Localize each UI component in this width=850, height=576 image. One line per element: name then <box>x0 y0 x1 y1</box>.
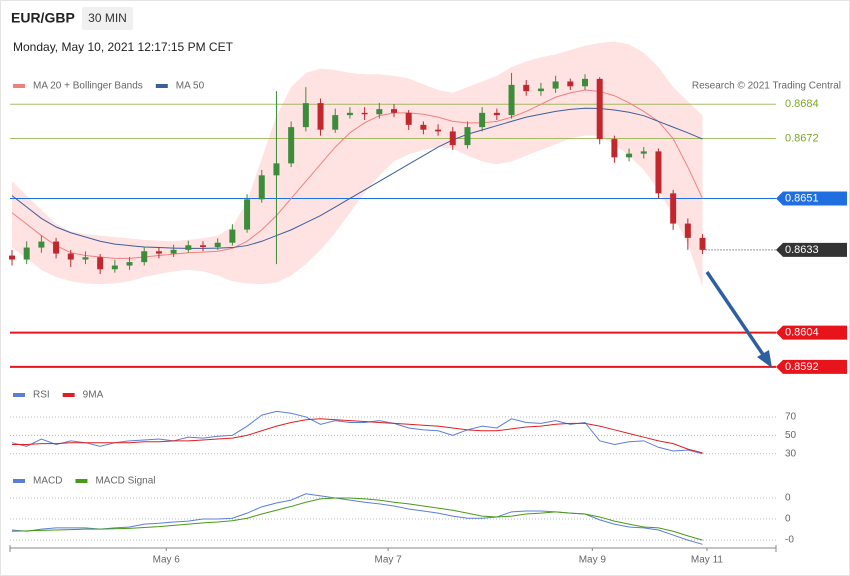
candle-body <box>258 175 265 200</box>
candle-body <box>670 193 677 224</box>
level-label: 0.8672 <box>785 132 819 144</box>
y-tick-label: 50 <box>785 430 797 441</box>
candle-body <box>391 109 397 113</box>
series-line <box>11 497 703 541</box>
candle-body <box>170 249 177 254</box>
candle-body <box>111 265 118 270</box>
candle-body <box>435 129 442 132</box>
candle-body <box>126 262 133 266</box>
y-tick-label: -0 <box>785 535 794 546</box>
x-tick-label: May 11 <box>691 555 723 566</box>
candle-body <box>567 81 574 87</box>
plot-layer: 0.8684 0.8672 0.8651 0.8633 0.8604 0.8592 MA 2… <box>9 41 847 566</box>
candle-body <box>626 153 633 158</box>
candle-body <box>596 78 603 140</box>
arrow-shaft <box>705 271 766 357</box>
candle-body <box>479 112 486 128</box>
candle-body <box>361 112 368 115</box>
candle-body <box>200 245 206 247</box>
candle-body <box>229 229 236 243</box>
symbol: EUR/GBP <box>11 10 75 26</box>
candle-body <box>449 131 456 146</box>
legend-label: MA 20 + Bollinger Bands <box>33 81 143 92</box>
credit: Research © 2021 Trading Central <box>692 81 841 92</box>
legend-swatch <box>75 479 88 483</box>
legend-label: MACD <box>33 476 62 487</box>
x-tick-label: May 7 <box>375 555 403 566</box>
candle-body <box>537 88 544 92</box>
candle-body <box>464 127 471 146</box>
candle-body <box>9 255 15 260</box>
legend-label: 9MA <box>83 390 104 401</box>
level-tag <box>776 325 847 340</box>
candle-body <box>346 112 353 116</box>
candle-body <box>582 78 588 87</box>
y-tick-label: 0 <box>785 514 791 525</box>
candle-body <box>493 112 500 116</box>
candle-body <box>684 223 691 238</box>
series-line <box>11 410 703 455</box>
candle-body <box>273 163 280 176</box>
legend-swatch <box>155 84 168 88</box>
level-label: 0.8604 <box>785 327 819 339</box>
level-label: 0.8592 <box>785 361 819 373</box>
x-tick-label: May 6 <box>153 555 181 566</box>
candle-body <box>141 251 148 263</box>
legend-label: RSI <box>33 390 50 401</box>
candle-body <box>214 242 221 247</box>
candle-body <box>288 127 295 164</box>
candle-body <box>611 139 618 158</box>
candle-body <box>699 237 706 250</box>
candle-body <box>332 115 339 130</box>
candle-body <box>523 84 530 92</box>
legend-swatch <box>62 393 75 397</box>
candle-body <box>82 257 89 260</box>
candle-body <box>185 245 192 250</box>
candle-body <box>420 124 427 130</box>
interval: 30 MIN <box>88 11 127 25</box>
moving-average <box>11 89 703 259</box>
timestamp: Monday, May 10, 2021 12:17:15 PM CET <box>13 40 234 54</box>
candle-body <box>38 241 45 248</box>
candle-body <box>23 247 30 260</box>
candle-body <box>376 109 383 115</box>
arrow-head <box>757 350 772 368</box>
moving-average <box>11 107 703 249</box>
interval-badge <box>82 7 133 30</box>
candle-body <box>302 103 309 128</box>
legend-swatch <box>13 84 25 88</box>
candle-body <box>97 257 104 270</box>
candle-body <box>405 112 412 125</box>
candle-body <box>155 251 162 254</box>
legend-swatch <box>13 479 25 483</box>
candle-body <box>655 151 662 194</box>
series-line <box>12 418 703 454</box>
legend-label: MACD Signal <box>95 476 155 487</box>
x-tick-label: May 9 <box>579 555 607 566</box>
y-tick-label: 70 <box>785 412 797 423</box>
level-tag <box>776 359 847 374</box>
candle-body <box>53 241 60 254</box>
candle-body <box>67 253 74 260</box>
candle-body <box>244 199 251 230</box>
level-label: 0.8633 <box>785 244 819 256</box>
legend-swatch <box>13 393 25 397</box>
forecast-arrow <box>705 271 772 368</box>
y-tick-label: 0 <box>785 493 791 504</box>
candle-body <box>508 84 515 116</box>
candle-body <box>317 103 324 130</box>
y-tick-label: 30 <box>785 448 797 459</box>
candle-body <box>640 151 647 154</box>
level-tag <box>776 242 847 257</box>
level-tag <box>776 191 847 206</box>
level-label: 0.8651 <box>785 192 819 204</box>
bollinger-band <box>12 41 703 287</box>
level-label: 0.8684 <box>785 98 819 110</box>
legend-label: MA 50 <box>176 81 205 92</box>
candle-body <box>552 81 559 89</box>
